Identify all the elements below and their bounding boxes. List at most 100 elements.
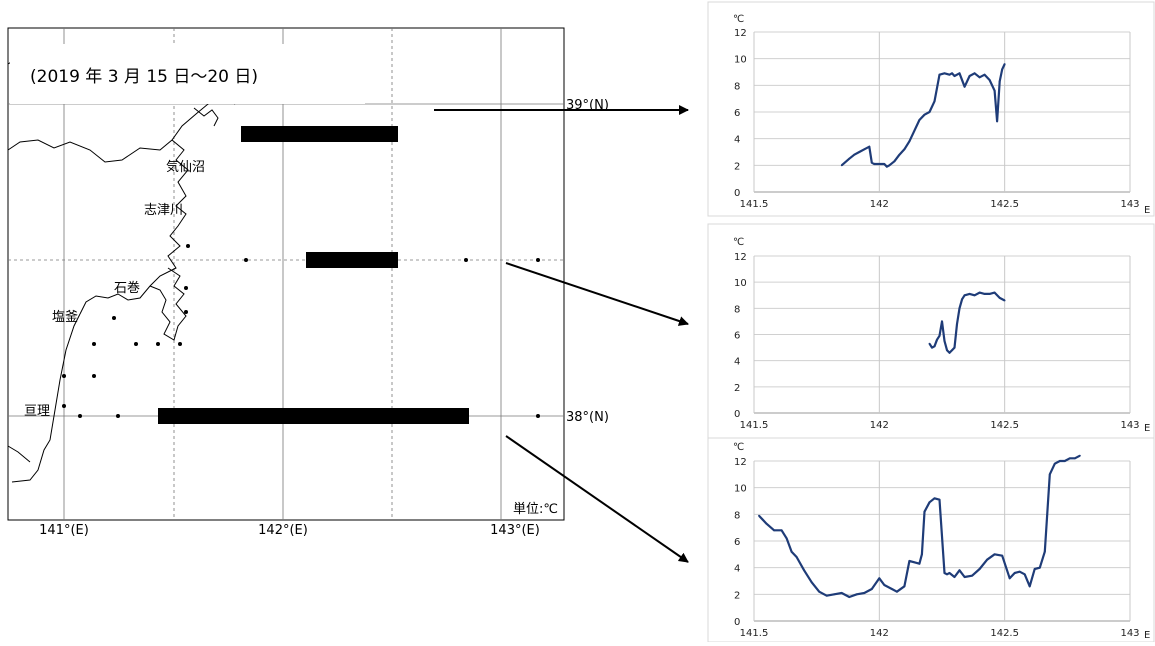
y-tick-label: 4 <box>734 357 740 368</box>
station-dot <box>78 414 82 418</box>
data-point <box>883 163 886 165</box>
place-label-shizugawa: 志津川 <box>144 203 183 218</box>
map-panel: (2019 年 3 月 15 日〜20 日) 気仙沼 志津川 石巻 塩釜 亘理 … <box>7 27 609 538</box>
station-dot <box>92 374 96 378</box>
data-point <box>948 73 951 76</box>
data-point <box>1013 572 1016 574</box>
map-title: (2019 年 3 月 15 日〜20 日) <box>30 67 258 87</box>
data-point <box>1048 473 1051 476</box>
data-point <box>951 72 953 75</box>
chart-panel-2: ℃ E 0 2 4 6 8 10 12 141.5 142 142.5 143 <box>707 223 1155 439</box>
map-title-box <box>10 44 365 104</box>
data-point <box>948 351 951 354</box>
station-dot <box>178 342 182 346</box>
y-tick-label: 0 <box>734 409 740 420</box>
chart-panel-1: ℃ E 0 2 4 6 8 10 12 141.5 142 142.5 143 <box>707 1 1155 217</box>
x-tick-label: 141.5 <box>740 199 769 210</box>
lon-label-142: 142°(E) <box>258 523 308 538</box>
data-point <box>1053 462 1056 465</box>
data-point <box>973 72 976 75</box>
data-point <box>913 129 916 132</box>
place-label-ishinomaki: 石巻 <box>114 281 140 296</box>
data-point <box>825 594 828 597</box>
x-tick-label: 141.5 <box>740 628 769 639</box>
coastline-kesennuma <box>79 139 189 315</box>
chart-panel-3: ℃ E 0 2 4 6 8 10 12 141.5 142 142.5 143 <box>707 437 1155 643</box>
data-point <box>803 569 806 572</box>
data-point <box>780 529 783 532</box>
place-label-shiogama: 塩釜 <box>52 310 78 325</box>
data-point <box>893 160 896 163</box>
x-tick-label: 142 <box>870 628 889 639</box>
place-label-kesennuma: 気仙沼 <box>166 159 205 175</box>
data-point <box>810 581 813 584</box>
x-axis-suffix: E <box>1144 423 1150 434</box>
data-point <box>1063 460 1066 462</box>
data-point <box>818 590 821 593</box>
data-point <box>993 89 996 92</box>
data-point <box>953 75 956 77</box>
y-unit-label: ℃ <box>733 442 744 453</box>
data-point <box>863 592 866 594</box>
data-point <box>898 153 901 156</box>
station-dot <box>184 310 188 314</box>
data-point <box>895 590 898 593</box>
data-point <box>1008 577 1011 580</box>
data-point <box>946 349 948 352</box>
data-point <box>840 592 843 594</box>
series-line <box>758 454 1081 599</box>
data-point <box>928 111 931 113</box>
data-point <box>1001 554 1004 557</box>
data-point <box>848 157 851 160</box>
y-tick-label: 8 <box>734 304 740 315</box>
data-point <box>963 576 966 578</box>
chart-frame <box>707 437 1155 643</box>
transect-bar-north <box>241 126 398 142</box>
plot-area: 0 2 4 6 8 10 12 141.5 142 142.5 143 <box>734 252 1140 431</box>
data-point <box>958 569 961 572</box>
data-point <box>1033 568 1036 570</box>
station-dot <box>156 342 160 346</box>
data-point <box>870 161 873 164</box>
data-point <box>968 75 971 77</box>
y-tick-label: 4 <box>734 135 740 146</box>
data-point <box>918 562 921 565</box>
x-tick-label: 142.5 <box>990 420 1019 431</box>
station-dot <box>536 258 540 262</box>
y-tick-label: 6 <box>734 108 740 119</box>
data-point <box>873 163 876 165</box>
data-point <box>978 76 981 79</box>
data-point <box>983 293 986 295</box>
y-tick-label: 10 <box>734 484 747 495</box>
place-label-watari: 亘理 <box>24 404 50 419</box>
y-tick-label: 4 <box>734 564 740 575</box>
y-tick-label: 6 <box>734 537 740 548</box>
data-point <box>938 73 941 76</box>
data-point <box>963 294 966 297</box>
data-point <box>765 522 768 525</box>
coastline-south <box>11 313 81 483</box>
y-tick-label: 12 <box>734 252 747 263</box>
data-point <box>1001 68 1004 71</box>
unit-label: 単位:℃ <box>513 501 558 517</box>
y-tick-label: 12 <box>734 457 747 468</box>
x-tick-label: 142.5 <box>990 199 1019 210</box>
station-dot <box>112 316 116 320</box>
data-point <box>933 100 936 103</box>
x-axis-suffix: E <box>1144 630 1150 641</box>
arrow-to-chart-2 <box>505 262 689 326</box>
station-dot <box>134 342 138 346</box>
data-point <box>903 585 906 588</box>
data-point <box>790 550 793 553</box>
station-dots <box>62 244 540 418</box>
data-point <box>918 119 921 121</box>
data-point <box>943 72 946 75</box>
transect-bar-middle <box>306 252 398 268</box>
plot-area: 0 2 4 6 8 10 12 141.5 142 142.5 143 <box>734 454 1140 639</box>
data-point <box>936 338 938 341</box>
data-point <box>885 165 888 168</box>
data-point <box>933 345 936 348</box>
data-point <box>888 164 891 167</box>
x-tick-label: 142 <box>870 199 889 210</box>
